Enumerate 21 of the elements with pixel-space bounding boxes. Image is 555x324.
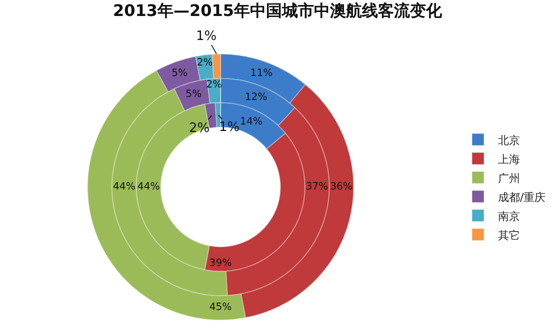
legend-label: 广州 <box>498 172 520 185</box>
legend-label: 北京 <box>498 134 520 147</box>
data-label: 5% <box>172 68 188 80</box>
data-label: 1% <box>219 120 240 135</box>
data-label: 2% <box>196 58 214 69</box>
chart-title: 2013年—2015年中国城市中澳航线客流变化 <box>112 1 444 20</box>
legend-label: 上海 <box>498 152 520 166</box>
data-label: 37% <box>306 182 329 193</box>
data-label: 11% <box>250 68 274 80</box>
legend-label: 其它 <box>498 228 520 242</box>
data-label: 39% <box>209 258 232 270</box>
legend-label: 南京 <box>498 210 520 223</box>
legend-label: 成都/重庆 <box>498 190 546 204</box>
data-label: 44% <box>137 182 160 193</box>
data-label: 12% <box>244 92 268 104</box>
data-label: 45% <box>209 302 232 314</box>
data-label: 14% <box>240 116 263 128</box>
data-label: 36% <box>330 182 353 193</box>
data-label: 5% <box>186 89 202 100</box>
data-label: 44% <box>113 182 136 193</box>
data-label: 1% <box>196 29 217 44</box>
